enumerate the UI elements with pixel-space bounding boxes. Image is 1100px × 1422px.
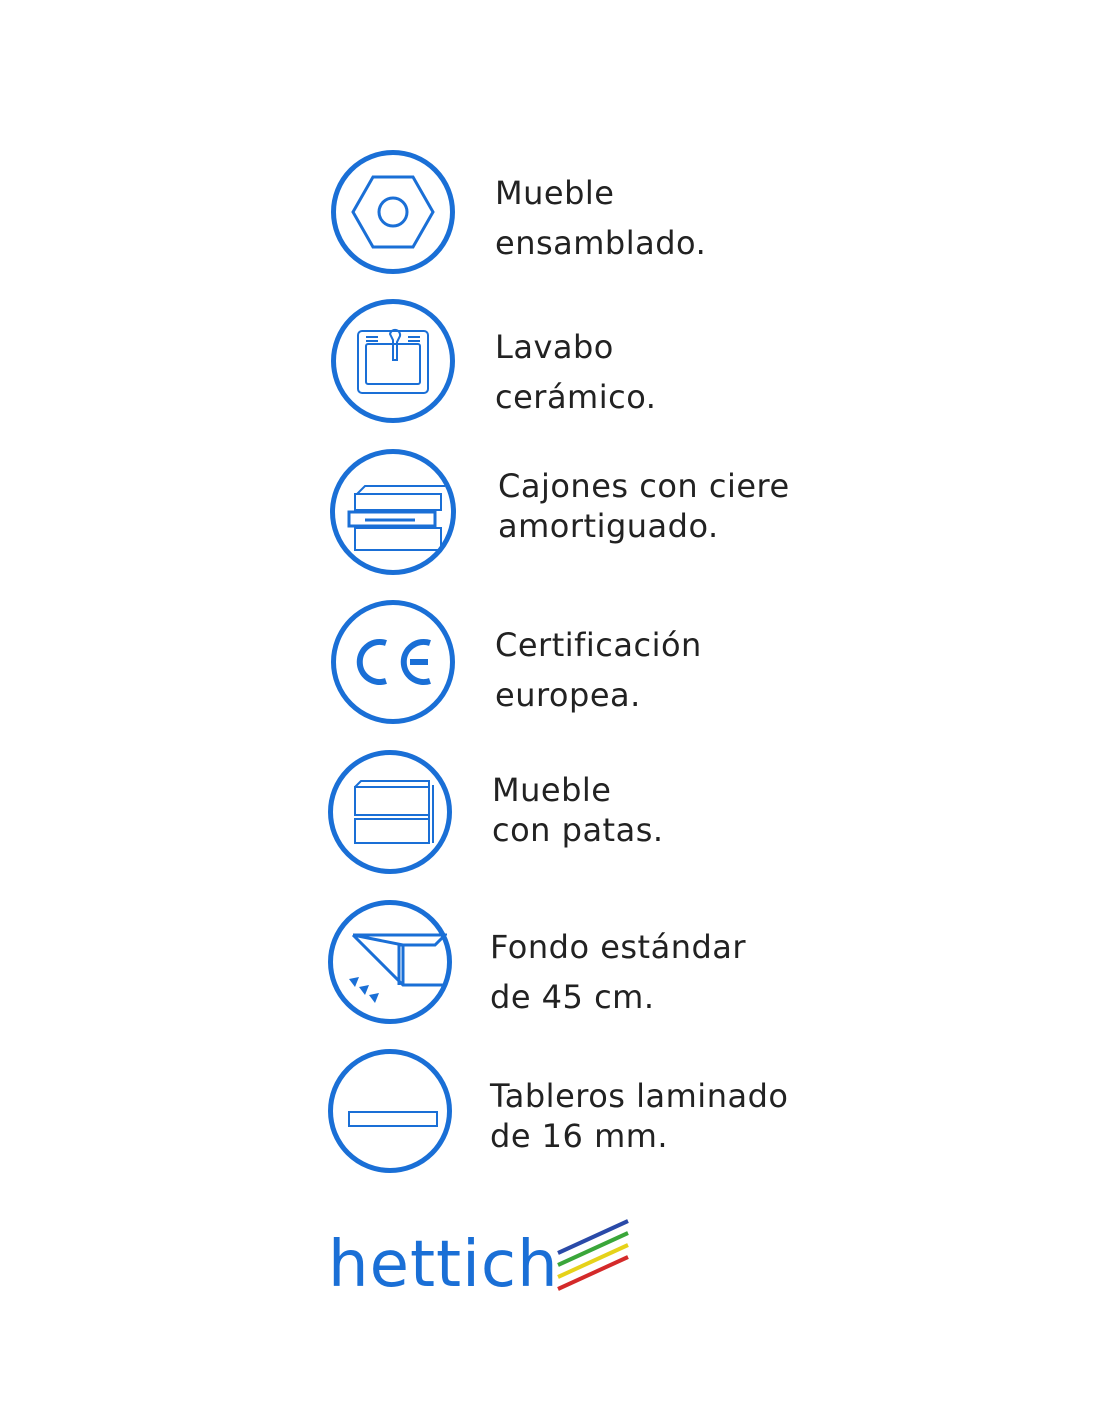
- feature-text-line: Fondo estándar: [490, 928, 747, 966]
- feature-text-line: Mueble: [492, 771, 612, 809]
- feature-text-line: de 16 mm.: [490, 1117, 669, 1155]
- feature-text-line: cerámico.: [495, 378, 657, 416]
- brand-stripes-icon: [557, 1219, 629, 1291]
- feature-text-line: Lavabo: [495, 328, 614, 366]
- cabinet-legs-icon: [328, 750, 452, 874]
- feature-text-line: Mueble: [495, 174, 615, 212]
- feature-text-line: Tableros laminado: [490, 1077, 789, 1115]
- feature-text-line: de 45 cm.: [490, 978, 655, 1016]
- feature-text-line: amortiguado.: [498, 507, 719, 545]
- feature-text-line: Certificación: [495, 626, 702, 664]
- board-icon: [328, 1049, 452, 1173]
- hex-nut-icon: [331, 150, 455, 274]
- depth-icon: [328, 900, 452, 1024]
- sink-icon: [331, 299, 455, 423]
- feature-text-line: ensamblado.: [495, 224, 707, 262]
- ce-mark-icon: [331, 600, 455, 724]
- feature-text-line: Cajones con ciere: [498, 467, 790, 505]
- drawers-icon: [330, 449, 456, 575]
- feature-text-line: con patas.: [492, 811, 664, 849]
- brand-name: hettich: [328, 1228, 559, 1302]
- feature-text-line: europea.: [495, 676, 641, 714]
